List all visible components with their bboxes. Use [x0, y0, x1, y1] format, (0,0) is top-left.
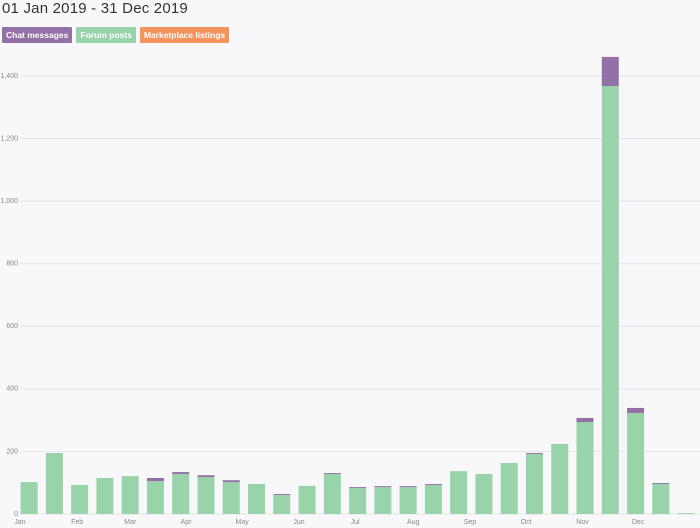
bar-segment: [627, 412, 645, 514]
y-tick-label: 0: [14, 511, 18, 518]
x-tick-label: Apr: [181, 519, 193, 526]
bar-segment: [172, 472, 190, 474]
bar-segment: [500, 463, 518, 514]
bar-segment: [525, 452, 543, 454]
bar-segment: [273, 493, 291, 495]
bar-segment: [576, 422, 594, 514]
x-tick-label: Dec: [632, 519, 645, 526]
bar-segment: [551, 443, 569, 514]
x-tick-label: Jan: [14, 519, 25, 526]
bar-segment: [197, 475, 215, 478]
bar-segment: [424, 483, 442, 485]
x-tick-label: Jun: [293, 519, 304, 526]
date-range-title: 01 Jan 2019 - 31 Dec 2019: [2, 0, 188, 17]
bar-segment: [652, 483, 670, 514]
x-tick-label: Nov: [576, 519, 589, 526]
bar-segment: [450, 471, 468, 514]
y-tick-label: 1,000: [0, 198, 18, 205]
bar-segment: [298, 485, 316, 514]
y-tick-label: 400: [6, 386, 18, 393]
x-tick-label: Aug: [407, 519, 420, 526]
bar-segment: [172, 473, 190, 514]
bar-segment: [121, 476, 139, 514]
bar-segment: [71, 484, 89, 514]
bar-segment: [146, 478, 164, 482]
y-tick-label: 200: [6, 448, 18, 455]
y-tick-label: 800: [6, 261, 18, 268]
y-tick-label: 1,400: [0, 73, 18, 80]
x-tick-label: Jul: [351, 519, 360, 526]
bar-segment: [677, 513, 695, 514]
bar-segment: [248, 483, 266, 514]
legend-toggle[interactable]: Forum posts: [76, 27, 136, 43]
bar-segment: [273, 494, 291, 514]
bar-segment: [576, 417, 594, 423]
bar-segment: [20, 482, 38, 514]
bar-segment: [45, 452, 63, 514]
x-tick-label: May: [236, 519, 250, 526]
x-tick-label: Mar: [124, 519, 137, 526]
bar-segment: [601, 56, 619, 87]
bar-segment: [399, 486, 417, 488]
x-tick-label: Feb: [71, 519, 83, 526]
bar-segment: [146, 481, 164, 514]
bar-segment: [424, 484, 442, 514]
bar-segment: [349, 488, 367, 514]
bar-segment: [475, 473, 493, 514]
y-tick-label: 1,200: [0, 135, 18, 142]
bar-segment: [349, 487, 367, 489]
x-tick-label: Sep: [464, 519, 477, 526]
bar-segment: [601, 86, 619, 515]
bar-segment: [374, 486, 392, 488]
bar-segment: [197, 477, 215, 514]
bar-segment: [323, 473, 341, 474]
bar-segment: [323, 473, 341, 514]
x-tick-label: Oct: [521, 519, 532, 526]
legend-toggle[interactable]: Marketplace listings: [139, 27, 230, 43]
bar-segment: [652, 483, 670, 484]
legend-toggle[interactable]: Chat messages: [2, 27, 73, 43]
bar-segment: [374, 487, 392, 514]
y-tick-label: 600: [6, 323, 18, 330]
bar-segment: [627, 407, 645, 413]
legend: Chat messages Forum posts Marketplace list…: [2, 27, 230, 43]
bar-segment: [96, 478, 114, 514]
bar-segment: [399, 487, 417, 514]
bar-segment: [525, 453, 543, 514]
bar-segment: [222, 482, 240, 514]
bar-segment: [222, 480, 240, 483]
